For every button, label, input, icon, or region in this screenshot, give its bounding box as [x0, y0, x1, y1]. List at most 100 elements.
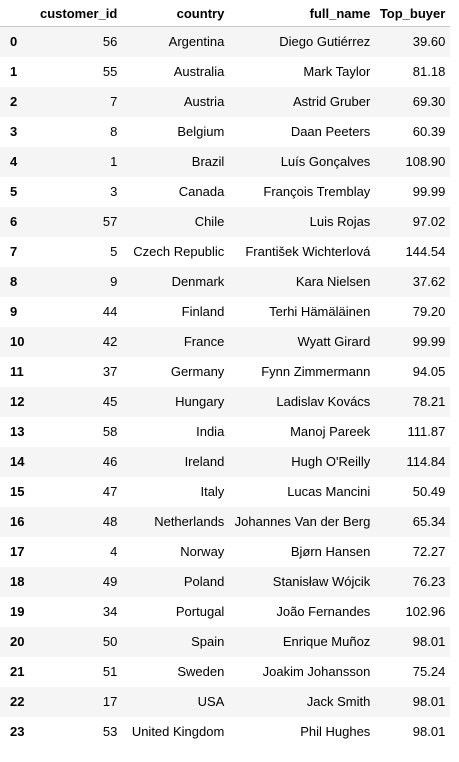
cell-top-buyer: 94.05 [412, 364, 446, 379]
cell-customer-id: 55 [102, 64, 118, 79]
cell-country: Norway [180, 544, 225, 559]
table-header: customer_id country full_name Top_buyer [0, 0, 451, 27]
cell-country: Poland [183, 574, 225, 589]
cell-customer-id: 42 [102, 334, 118, 349]
column-header-country: country [122, 0, 230, 27]
cell-country: Netherlands [154, 514, 225, 529]
row-index: 13 [10, 424, 25, 439]
cell-customer-id: 45 [102, 394, 118, 409]
cell-top-buyer: 69.30 [412, 94, 446, 109]
table-row: 0 56 Argentina Diego Gutiérrez 39.60 [0, 26, 451, 57]
cell-country: Spain [191, 634, 225, 649]
cell-top-buyer: 50.49 [412, 484, 446, 499]
table-row: 18 49 Poland Stanisław Wójcik 76.23 [0, 566, 451, 597]
cell-full-name: Diego Gutiérrez [279, 34, 371, 50]
cell-country: Australia [173, 64, 225, 79]
cell-full-name: Bjørn Hansen [290, 544, 371, 559]
dataframe-table: customer_id country full_name Top_buyer … [0, 0, 451, 747]
column-header-full-name: full_name [229, 0, 376, 27]
row-index: 12 [10, 394, 25, 409]
cell-country: Austria [183, 94, 225, 109]
row-index: 6 [10, 214, 18, 229]
cell-top-buyer: 98.01 [412, 694, 446, 709]
cell-top-buyer: 37.62 [412, 274, 446, 289]
table-row: 22 17 USA Jack Smith 98.01 [0, 686, 451, 717]
cell-customer-id: 5 [110, 244, 118, 259]
cell-full-name: Fynn Zimmermann [261, 364, 371, 379]
row-index: 19 [10, 604, 25, 619]
cell-country: India [196, 424, 225, 439]
cell-full-name: Phil Hughes [300, 724, 371, 739]
row-index: 8 [10, 274, 18, 289]
cell-top-buyer: 98.01 [412, 724, 446, 739]
cell-country: Argentina [168, 34, 225, 50]
table-row: 20 50 Spain Enrique Muñoz 98.01 [0, 626, 451, 657]
cell-customer-id: 17 [102, 694, 118, 709]
cell-customer-id: 49 [102, 574, 118, 589]
cell-full-name: Terhi Hämäläinen [269, 304, 371, 319]
cell-top-buyer: 65.34 [412, 514, 446, 529]
row-index: 7 [10, 244, 18, 259]
row-index: 14 [10, 454, 25, 469]
cell-full-name: Daan Peeters [290, 124, 371, 139]
row-index: 21 [10, 664, 25, 679]
row-index: 15 [10, 484, 25, 499]
row-index: 17 [10, 544, 25, 559]
table-body: 0 56 Argentina Diego Gutiérrez 39.60 1 55 Austr… [0, 26, 451, 747]
cell-top-buyer: 75.24 [412, 664, 446, 679]
row-index: 3 [10, 124, 18, 139]
table-row: 17 4 Norway Bjørn Hansen 72.27 [0, 536, 451, 567]
cell-full-name: Luís Gonçalves [280, 154, 371, 169]
cell-customer-id: 7 [110, 94, 118, 109]
cell-full-name: Luis Rojas [309, 214, 371, 229]
table-row: 19 34 Portugal João Fernandes 102.96 [0, 596, 451, 627]
cell-top-buyer: 114.84 [406, 454, 446, 469]
cell-customer-id: 51 [102, 664, 118, 679]
table-row: 7 5 Czech Republic František Wichterlová 144… [0, 236, 451, 267]
cell-customer-id: 3 [110, 184, 118, 199]
row-index: 16 [10, 514, 25, 529]
table-row: 12 45 Hungary Ladislav Kovács 78.21 [0, 386, 451, 417]
row-index: 18 [10, 574, 25, 589]
table-row: 15 47 Italy Lucas Mancini 50.49 [0, 476, 451, 507]
cell-country: USA [197, 694, 225, 709]
cell-top-buyer: 108.90 [405, 154, 446, 169]
cell-top-buyer: 99.99 [412, 184, 446, 199]
row-index: 5 [10, 184, 18, 199]
cell-customer-id: 47 [102, 484, 118, 499]
cell-full-name: Stanisław Wójcik [272, 574, 371, 589]
cell-customer-id: 34 [102, 604, 118, 619]
cell-full-name: Enrique Muñoz [282, 634, 371, 649]
cell-top-buyer: 60.39 [412, 124, 446, 139]
index-header [0, 0, 40, 27]
table-row: 23 53 United Kingdom Phil Hughes 98.01 [0, 716, 451, 747]
cell-top-buyer: 144.54 [405, 244, 446, 259]
table-row: 3 8 Belgium Daan Peeters 60.39 [0, 116, 451, 147]
cell-customer-id: 9 [110, 274, 118, 289]
cell-top-buyer: 102.96 [405, 604, 446, 619]
cell-customer-id: 56 [102, 34, 118, 50]
table-row: 1 55 Australia Mark Taylor 81.18 [0, 56, 451, 87]
cell-country: Canada [178, 184, 225, 199]
row-index: 11 [10, 364, 24, 379]
cell-top-buyer: 81.18 [412, 64, 446, 79]
cell-country: Sweden [177, 664, 225, 679]
cell-full-name: Manoj Pareek [290, 424, 371, 439]
cell-top-buyer: 99.99 [412, 334, 446, 349]
cell-customer-id: 53 [102, 724, 118, 739]
cell-top-buyer: 39.60 [412, 34, 446, 50]
cell-customer-id: 44 [102, 304, 118, 319]
header-row: customer_id country full_name Top_buyer [0, 0, 451, 27]
cell-country: Portugal [175, 604, 225, 619]
cell-country: Finland [181, 304, 225, 319]
cell-top-buyer: 111.87 [407, 424, 446, 439]
row-index: 2 [10, 94, 18, 109]
table-row: 9 44 Finland Terhi Hämäläinen 79.20 [0, 296, 451, 327]
table-row: 8 9 Denmark Kara Nielsen 37.62 [0, 266, 451, 297]
cell-customer-id: 58 [102, 424, 118, 439]
cell-top-buyer: 78.21 [412, 394, 446, 409]
row-index: 23 [10, 724, 25, 739]
cell-full-name: François Tremblay [263, 184, 371, 199]
cell-customer-id: 4 [110, 544, 118, 559]
